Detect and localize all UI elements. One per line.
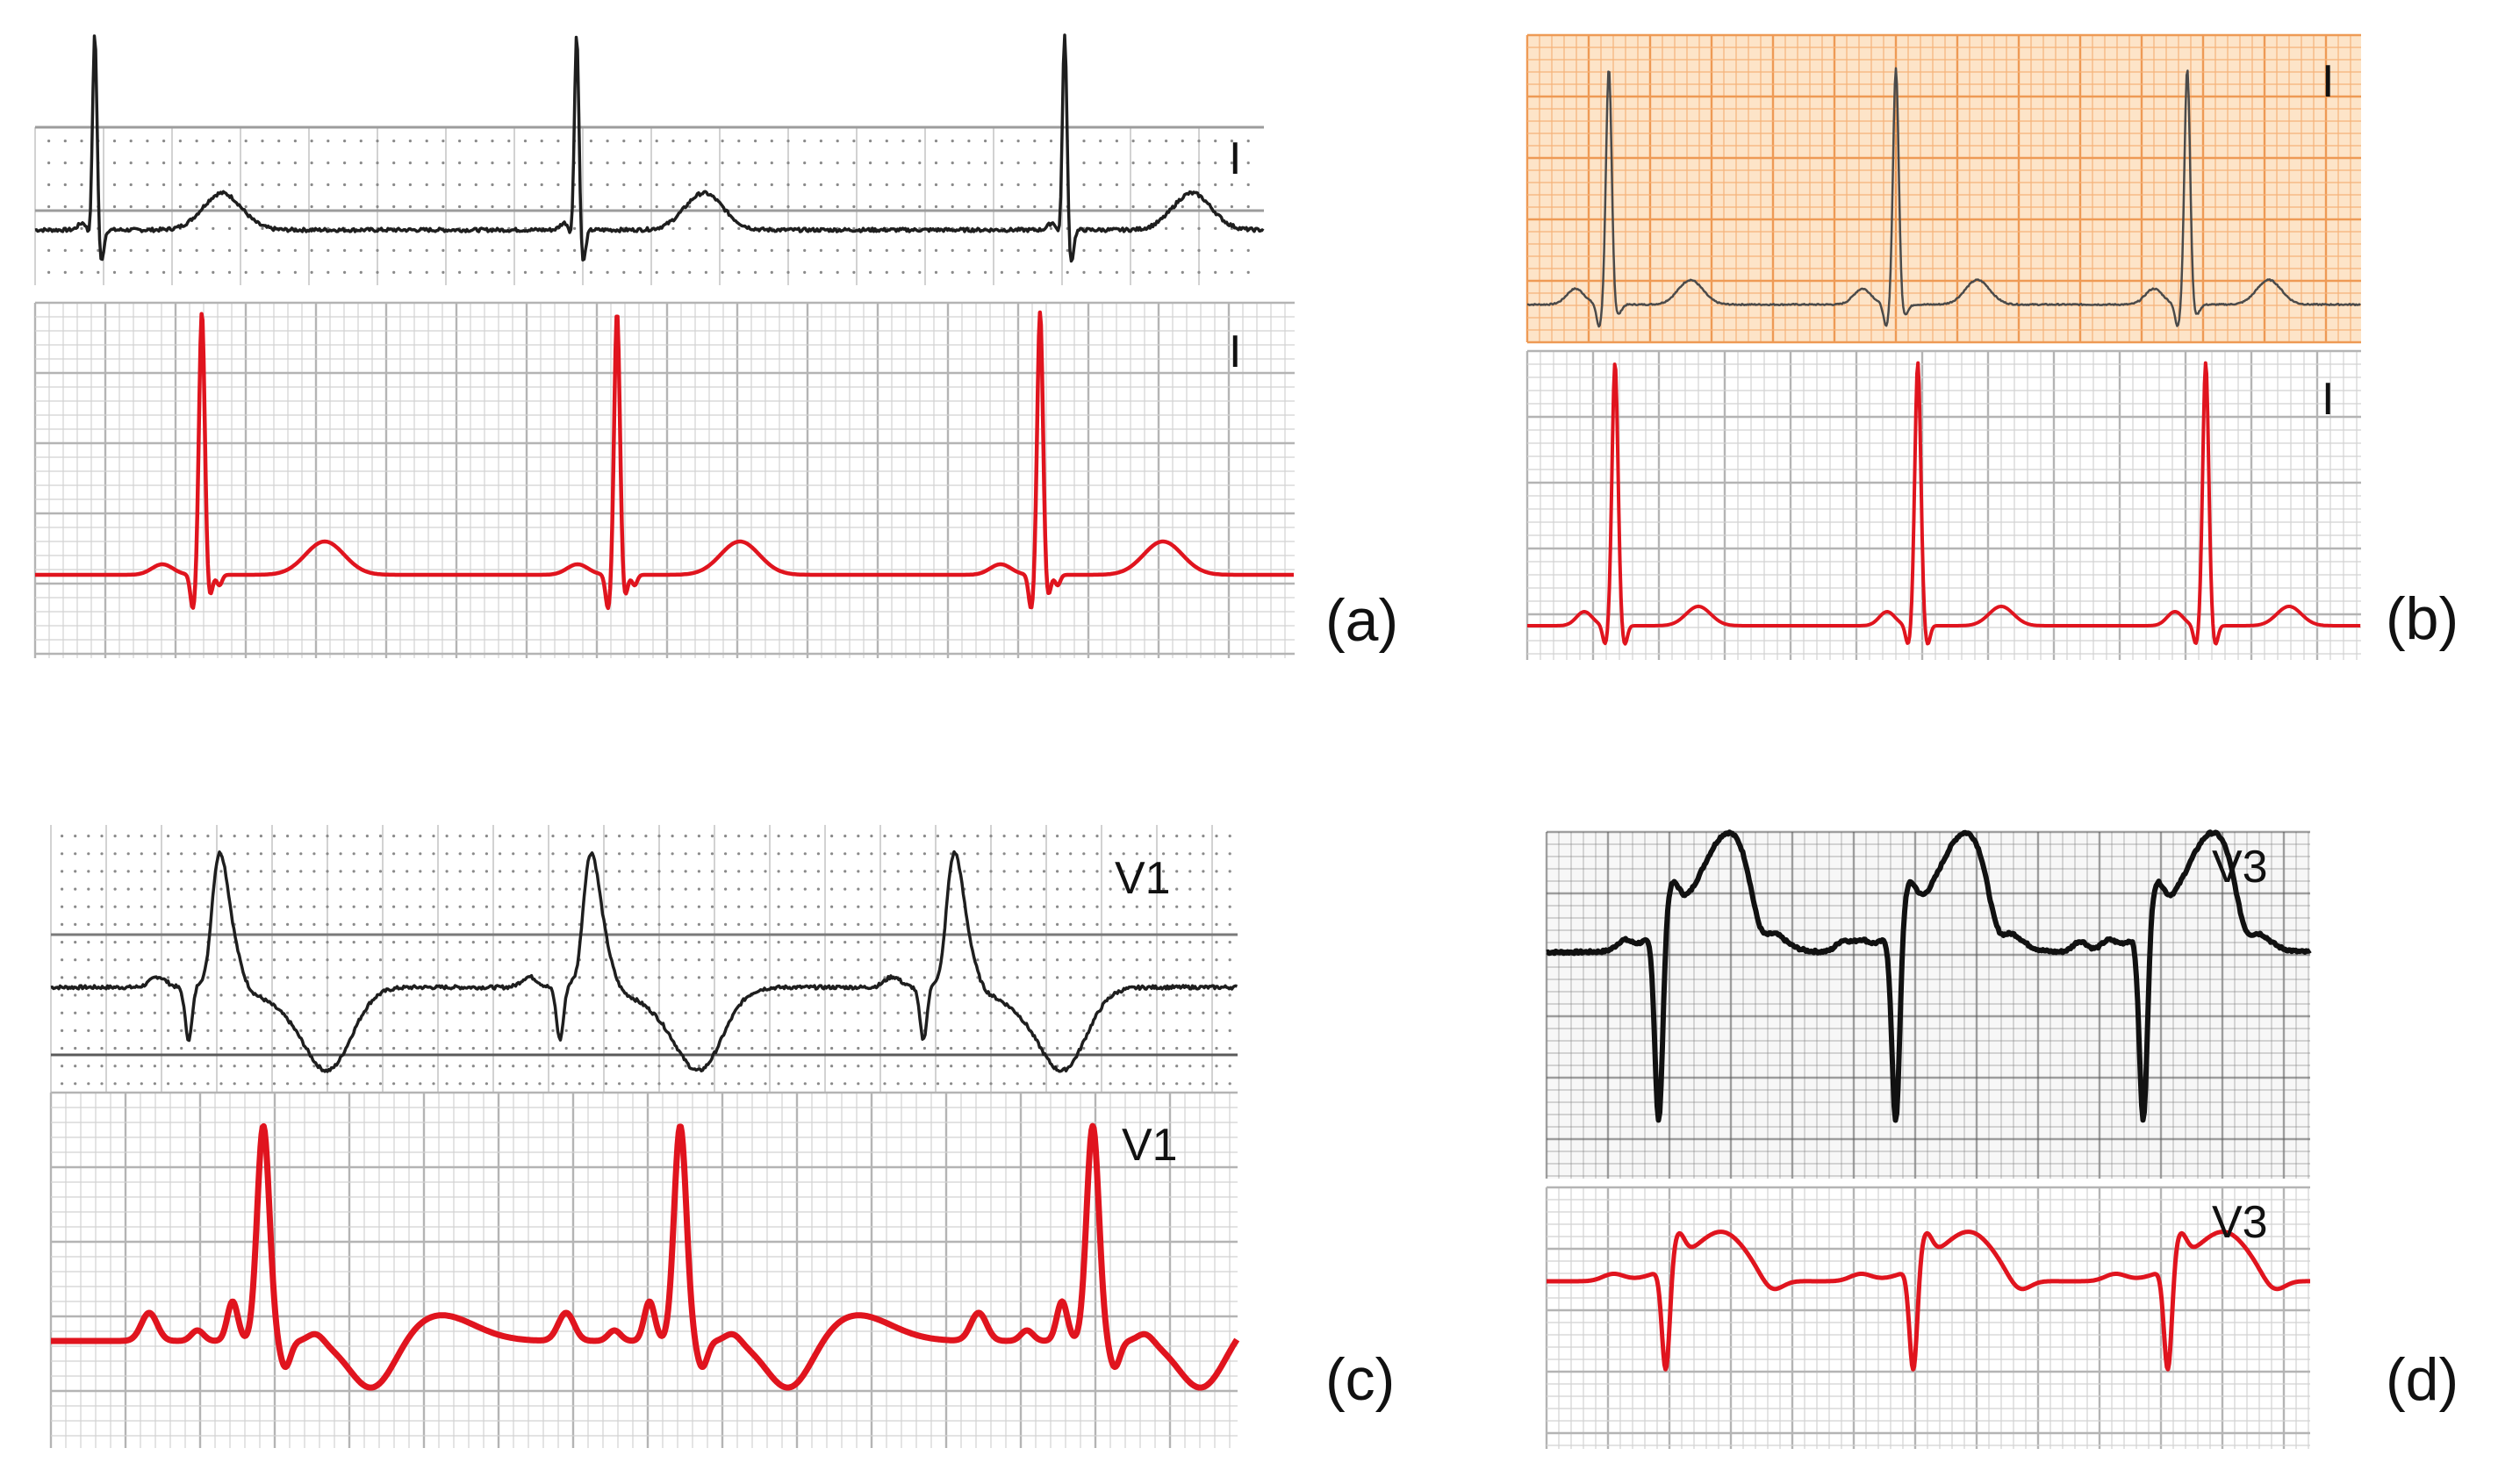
panel-c-original-strip: V1 (50, 825, 1238, 1093)
panel-c-label: (c) (1325, 1346, 1395, 1413)
panel-d-original-strip: V3 (1545, 829, 2312, 1179)
panel-d-original-trace (1545, 829, 2312, 1123)
panel-b-label: (b) (2386, 585, 2459, 652)
panel-c-original-background (51, 825, 1238, 1093)
panel-c-original-trace (50, 850, 1238, 1073)
panel-c: V1 V1 (c) (48, 825, 1395, 1448)
panel-c-reconstructed-background (51, 1093, 1238, 1448)
panel-a-original-lead-label: I (1229, 133, 1241, 184)
panel-b: I I (b) (1525, 33, 2459, 660)
panel-d-original-lead-label: V3 (2212, 842, 2268, 893)
panel-a-original-trace (34, 33, 1265, 263)
panel-d-reconstructed-trace (1545, 1229, 2312, 1372)
panel-b-original-grid (1525, 33, 2361, 344)
panel-b-reconstructed-trace (1526, 361, 2361, 646)
panel-a-reconstructed-background (35, 303, 1295, 658)
panel-c-original-lead-label: V1 (1115, 853, 1171, 904)
panel-d-reconstructed-strip: V3 (1545, 1186, 2312, 1449)
panel-a-reconstructed-lead-label: I (1229, 326, 1241, 377)
panel-d-original-grid (1545, 830, 2310, 1179)
panel-b-original-strip: I (1525, 33, 2361, 344)
panel-d: V3 V3 (d) (1545, 829, 2459, 1449)
panel-d-reconstructed-grid (1545, 1186, 2310, 1449)
panel-a: I I (a) (33, 33, 1398, 658)
panel-b-original-background (1527, 35, 2361, 342)
panel-a-label: (a) (1325, 587, 1398, 654)
panel-d-reconstructed-lead-label: V3 (2212, 1197, 2268, 1248)
panel-a-reconstructed-trace (33, 310, 1296, 611)
panel-d-reconstructed-background (1547, 1187, 2310, 1449)
panel-a-reconstructed-grid (33, 301, 1295, 658)
panel-a-original-strip: I (34, 33, 1265, 285)
panel-c-original-grid (50, 825, 1231, 1093)
panel-c-reconstructed-trace (48, 1122, 1240, 1391)
panel-b-original-trace (1526, 67, 2361, 328)
panel-b-original-lead-label: I (2322, 56, 2334, 107)
panel-d-label: (d) (2386, 1346, 2459, 1413)
panel-a-original-grid (34, 127, 1250, 285)
panel-a-reconstructed-strip: I (33, 301, 1296, 658)
panel-c-reconstructed-strip: V1 (48, 1091, 1240, 1448)
panel-b-reconstructed-strip: I (1525, 349, 2361, 660)
panel-a-original-background (35, 127, 1264, 285)
panel-b-reconstructed-background (1527, 351, 2361, 660)
panel-b-reconstructed-grid (1525, 349, 2361, 660)
panel-b-reconstructed-lead-label: I (2322, 374, 2334, 425)
panel-c-reconstructed-lead-label: V1 (1122, 1120, 1178, 1171)
